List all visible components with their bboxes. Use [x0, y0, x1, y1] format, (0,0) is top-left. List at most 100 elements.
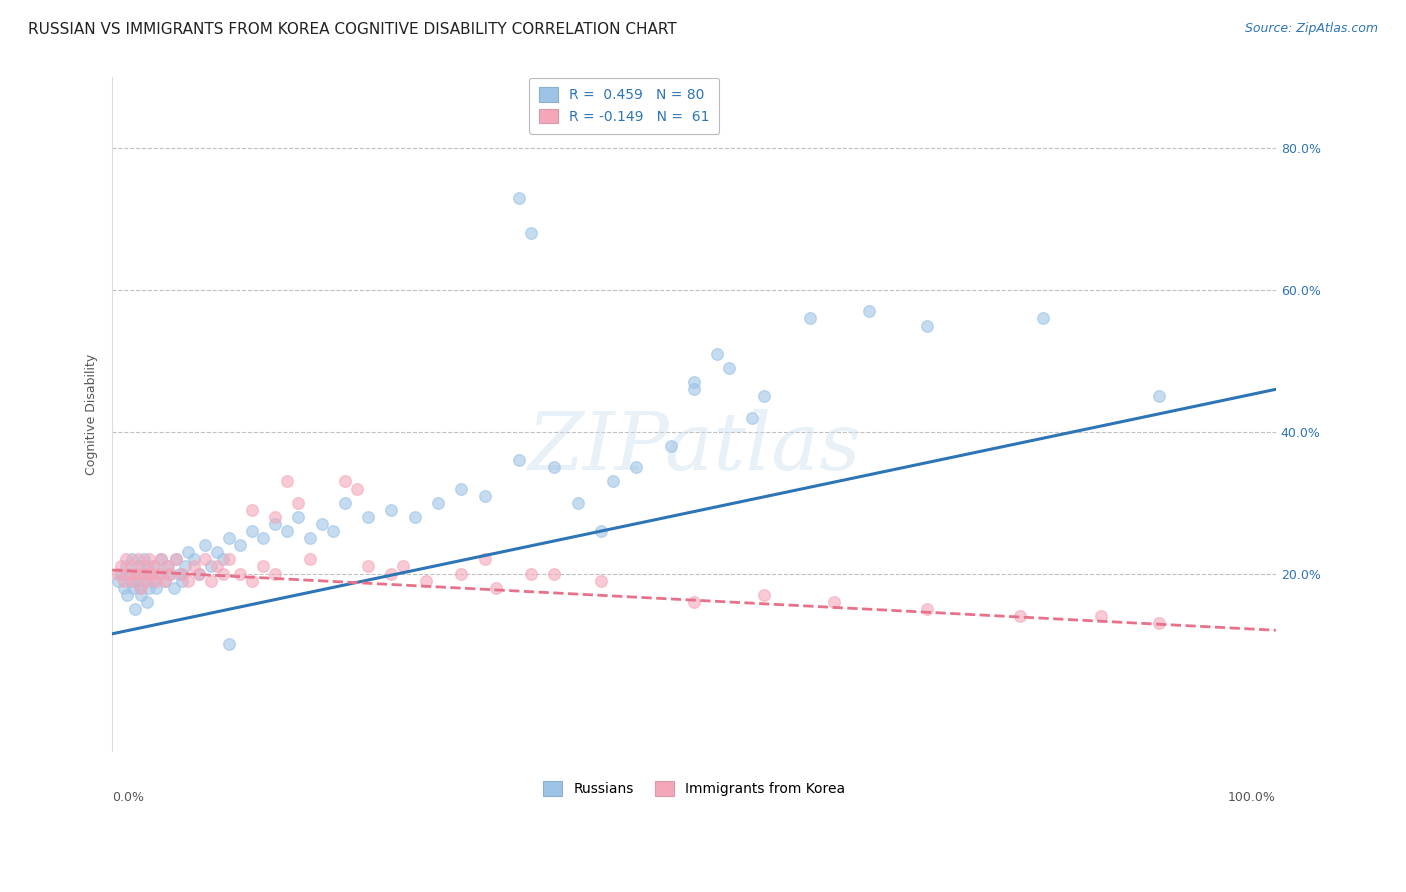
Point	[915, 602, 938, 616]
Point	[858, 304, 880, 318]
Point	[357, 559, 380, 574]
Point	[124, 602, 146, 616]
Point	[264, 516, 287, 531]
Point	[157, 559, 180, 574]
Point	[170, 566, 193, 581]
Point	[138, 581, 160, 595]
Point	[194, 552, 217, 566]
Point	[117, 588, 139, 602]
Point	[624, 460, 647, 475]
Point	[129, 566, 152, 581]
Point	[211, 566, 233, 581]
Point	[148, 566, 170, 581]
Point	[474, 552, 496, 566]
Point	[752, 588, 775, 602]
Point	[717, 361, 740, 376]
Point	[252, 531, 274, 545]
Point	[170, 574, 193, 588]
Point	[136, 574, 159, 588]
Point	[741, 410, 763, 425]
Point	[110, 566, 132, 581]
Point	[218, 531, 240, 545]
Point	[135, 566, 157, 581]
Point	[136, 595, 159, 609]
Point	[205, 545, 228, 559]
Point	[163, 581, 186, 595]
Point	[520, 227, 543, 241]
Point	[145, 581, 167, 595]
Point	[124, 566, 146, 581]
Point	[205, 559, 228, 574]
Point	[112, 574, 135, 588]
Point	[380, 566, 402, 581]
Point	[120, 559, 142, 574]
Point	[333, 496, 356, 510]
Point	[183, 559, 205, 574]
Point	[333, 475, 356, 489]
Point	[392, 559, 415, 574]
Text: 100.0%: 100.0%	[1227, 791, 1275, 805]
Point	[298, 531, 321, 545]
Point	[112, 581, 135, 595]
Point	[346, 482, 368, 496]
Point	[276, 524, 298, 538]
Point	[129, 588, 152, 602]
Point	[450, 482, 472, 496]
Point	[1149, 389, 1171, 403]
Point	[357, 509, 380, 524]
Point	[211, 552, 233, 566]
Point	[567, 496, 589, 510]
Point	[107, 566, 129, 581]
Point	[404, 509, 426, 524]
Point	[1149, 616, 1171, 631]
Point	[218, 552, 240, 566]
Point	[752, 389, 775, 403]
Point	[264, 509, 287, 524]
Point	[589, 574, 612, 588]
Point	[150, 552, 173, 566]
Point	[153, 574, 176, 588]
Point	[252, 559, 274, 574]
Point	[148, 566, 170, 581]
Text: Source: ZipAtlas.com: Source: ZipAtlas.com	[1244, 22, 1378, 36]
Point	[115, 552, 138, 566]
Point	[183, 552, 205, 566]
Point	[117, 566, 139, 581]
Point	[229, 538, 252, 552]
Point	[287, 496, 309, 510]
Point	[134, 574, 156, 588]
Point	[380, 503, 402, 517]
Point	[136, 559, 159, 574]
Point	[823, 595, 845, 609]
Point	[177, 545, 200, 559]
Point	[159, 566, 181, 581]
Point	[122, 581, 145, 595]
Point	[659, 439, 682, 453]
Point	[543, 460, 565, 475]
Point	[115, 559, 138, 574]
Point	[143, 559, 166, 574]
Point	[120, 574, 142, 588]
Point	[240, 524, 263, 538]
Point	[194, 538, 217, 552]
Point	[118, 566, 141, 581]
Point	[287, 509, 309, 524]
Point	[706, 347, 728, 361]
Point	[1008, 609, 1031, 624]
Point	[150, 552, 173, 566]
Point	[132, 559, 155, 574]
Point	[156, 559, 179, 574]
Point	[915, 318, 938, 333]
Point	[153, 574, 176, 588]
Point	[474, 489, 496, 503]
Point	[188, 566, 211, 581]
Point	[508, 191, 530, 205]
Point	[188, 566, 211, 581]
Point	[121, 552, 143, 566]
Point	[589, 524, 612, 538]
Point	[139, 566, 162, 581]
Point	[683, 382, 706, 396]
Text: RUSSIAN VS IMMIGRANTS FROM KOREA COGNITIVE DISABILITY CORRELATION CHART: RUSSIAN VS IMMIGRANTS FROM KOREA COGNITI…	[28, 22, 676, 37]
Point	[602, 475, 624, 489]
Point	[200, 559, 222, 574]
